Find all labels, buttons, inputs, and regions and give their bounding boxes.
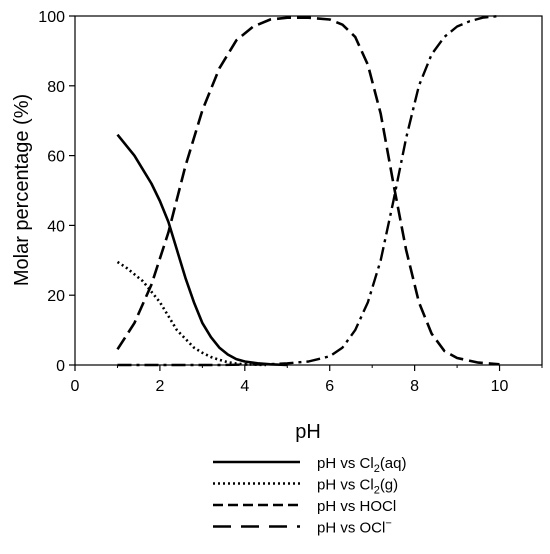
legend-label-main: pH vs Cl xyxy=(317,477,374,494)
legend-label-superscript: − xyxy=(385,518,391,530)
legend-label-subscript: 2 xyxy=(374,485,380,497)
y-axis-title: Molar percentage (%) xyxy=(11,94,33,286)
y-tick-label: 40 xyxy=(47,218,65,235)
x-tick-label: 6 xyxy=(325,378,334,395)
legend-label-3: pH vs OCl− xyxy=(317,518,392,537)
y-tick-label: 100 xyxy=(38,9,65,26)
x-tick-label: 0 xyxy=(71,378,80,395)
y-tick-label: 0 xyxy=(56,358,65,375)
x-axis-title: pH xyxy=(295,421,321,443)
legend-label-subscript: 2 xyxy=(374,463,380,475)
series-line-2 xyxy=(116,16,500,366)
x-tick-label: 10 xyxy=(491,378,509,395)
x-tick-label: 4 xyxy=(240,378,249,395)
legend-label-main: pH vs OCl xyxy=(317,520,385,537)
legend-label-tail: (aq) xyxy=(380,455,407,472)
x-tick-label: 8 xyxy=(410,378,419,395)
y-tick-label: 60 xyxy=(47,149,65,166)
legend-label-1: pH vs Cl2(g) xyxy=(317,477,398,497)
series-line-3 xyxy=(117,14,500,367)
legend-label-main: pH vs Cl xyxy=(317,455,374,472)
series-line-1 xyxy=(116,260,267,367)
y-tick-label: 80 xyxy=(47,79,65,96)
legend-label-main: pH vs HOCl xyxy=(317,498,396,515)
plot-frame xyxy=(74,15,543,366)
legend-label-tail: (g) xyxy=(380,477,398,494)
y-tick-label: 20 xyxy=(47,288,65,305)
legend-label-2: pH vs HOCl xyxy=(317,498,396,515)
series-line-0 xyxy=(116,133,288,367)
x-tick-label: 2 xyxy=(155,378,164,395)
legend-label-0: pH vs Cl2(aq) xyxy=(317,455,407,475)
